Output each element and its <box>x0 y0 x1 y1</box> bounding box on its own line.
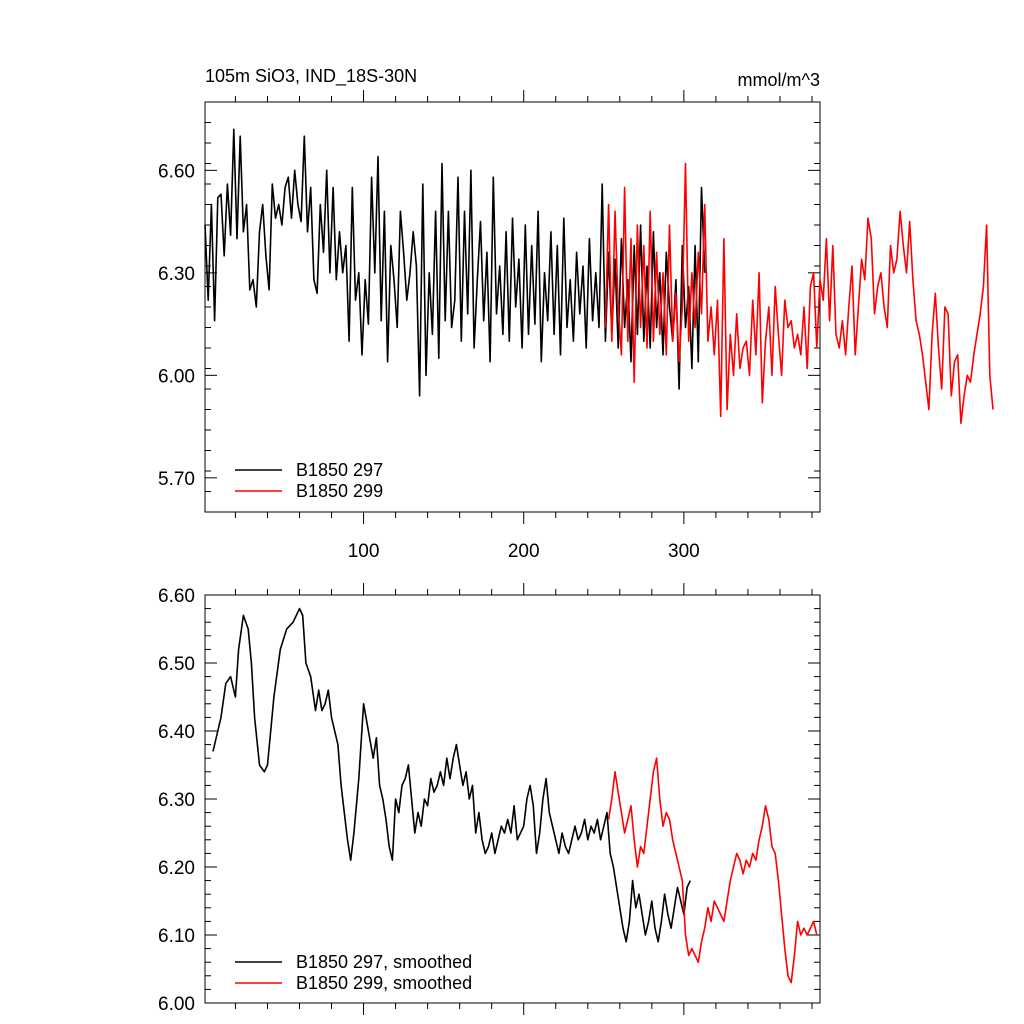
bottom-axis-ticks: 6.00 6.10 6.20 6.30 6.40 6.50 6.60 <box>158 583 820 1015</box>
bottom-ytick-label: 6.40 <box>158 722 195 743</box>
bottom-series-line-297 <box>212 607 692 943</box>
top-xtick-label: 200 <box>508 541 540 562</box>
bottom-ytick-label: 6.10 <box>158 926 195 947</box>
top-ytick-label: 6.30 <box>158 264 195 285</box>
bottom-series-line-299 <box>607 757 818 984</box>
bottom-ytick-label: 6.60 <box>158 586 195 607</box>
legend-label-297-smoothed: B1850 297, smoothed <box>296 952 472 972</box>
top-ytick-label: 5.70 <box>158 469 195 490</box>
bottom-ytick-label: 6.50 <box>158 654 195 675</box>
chart-title: 105m SiO3, IND_18S-30N <box>205 66 417 87</box>
legend-label-299: B1850 299 <box>296 481 383 501</box>
bottom-legend: B1850 297, smoothed B1850 299, smoothed <box>235 952 472 993</box>
top-series-line-299 <box>604 162 994 425</box>
top-axis-ticks: 5.70 6.00 6.30 6.60 100 200 300 <box>158 90 820 562</box>
bottom-ytick-label: 6.00 <box>158 994 195 1015</box>
top-legend: B1850 297 B1850 299 <box>235 460 383 501</box>
top-xtick-label: 100 <box>348 541 380 562</box>
top-xtick-label: 300 <box>668 541 700 562</box>
bottom-series-group <box>212 607 818 984</box>
top-ytick-label: 6.60 <box>158 161 195 182</box>
units-label: mmol/m^3 <box>738 70 820 90</box>
bottom-ytick-label: 6.30 <box>158 790 195 811</box>
top-series-line-297 <box>204 128 706 397</box>
top-ytick-label: 6.00 <box>158 366 195 387</box>
legend-label-297: B1850 297 <box>296 460 383 480</box>
legend-label-299-smoothed: B1850 299, smoothed <box>296 973 472 993</box>
top-series-group <box>204 128 994 425</box>
top-plot-frame <box>204 101 821 513</box>
bottom-ytick-label: 6.20 <box>158 858 195 879</box>
bottom-plot-frame <box>204 594 821 1004</box>
